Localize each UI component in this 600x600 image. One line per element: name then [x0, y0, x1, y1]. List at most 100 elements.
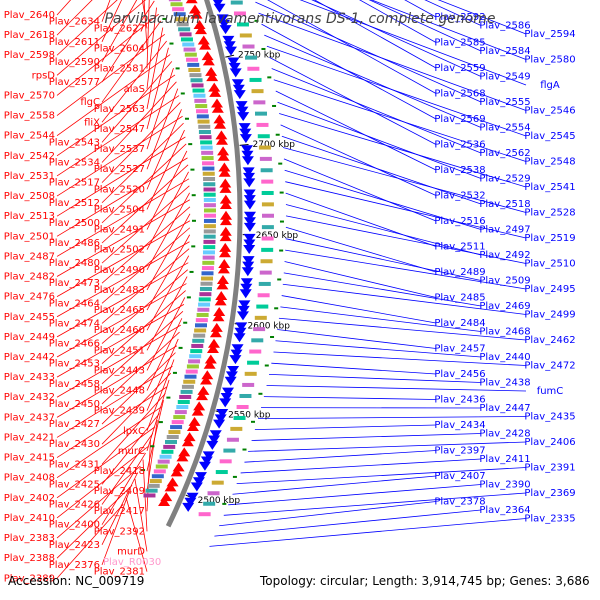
cog-category-block [203, 501, 216, 506]
reverse-gene-label: Plav_2469 [479, 301, 530, 312]
tick-dash [188, 143, 193, 146]
forward-gene-arrow [199, 40, 212, 50]
reverse-label-connector [281, 135, 482, 205]
reverse-gene-arrow [216, 409, 229, 419]
tick-dash [150, 445, 155, 448]
forward-gene-label: Plav_2383 [4, 533, 55, 544]
reverse-gene-label: Plav_2541 [524, 182, 575, 193]
forward-gene-arrow [197, 35, 210, 45]
reverse-label-connector [279, 113, 527, 188]
cog-category-block [159, 454, 172, 459]
cog-category-block [259, 270, 272, 275]
reverse-label-connector [368, 0, 482, 52]
forward-gene-arrow [201, 51, 214, 61]
cog-category-block [193, 93, 206, 98]
cog-category-block [261, 225, 274, 230]
forward-label-connector [146, 27, 164, 109]
tick-dash [261, 47, 266, 50]
forward-gene-label: Plav_2473 [49, 278, 100, 289]
cog-category-block [180, 389, 193, 394]
cog-category-block [203, 239, 216, 244]
forward-label-connector [56, 54, 171, 137]
forward-gene-label: murC [118, 446, 145, 457]
forward-label-connector [101, 413, 160, 485]
forward-gene-label: Plav_2482 [4, 272, 55, 283]
forward-gene-label: Plav_2425 [49, 479, 100, 490]
reverse-label-connector [244, 450, 437, 463]
forward-gene-arrow [194, 25, 207, 35]
reverse-label-connector [285, 226, 437, 273]
reverse-gene-label: Plav_2428 [479, 429, 530, 440]
forward-label-connector [56, 262, 189, 338]
forward-gene-label: Plav_2474 [49, 318, 100, 329]
forward-gene-arrow [219, 226, 232, 236]
cog-category-block [198, 297, 211, 302]
reverse-gene-label: Plav_2456 [434, 369, 485, 380]
reverse-gene-label: Plav_2594 [524, 29, 575, 40]
tick-dash [190, 168, 195, 171]
reverse-gene-arrow [239, 289, 252, 299]
forward-gene-arrow [201, 370, 214, 380]
reverse-gene-arrow [243, 233, 256, 243]
cog-category-block [230, 426, 243, 431]
reverse-gene-arrow [234, 327, 247, 337]
tick-dash [186, 296, 191, 299]
reverse-gene-arrow [222, 387, 235, 397]
cog-category-block [178, 27, 191, 32]
cog-category-block [161, 449, 174, 454]
cog-category-block [249, 349, 262, 354]
forward-gene-label: Plav_2543 [49, 137, 100, 148]
forward-gene-label: Plav_2423 [49, 540, 100, 551]
forward-label-connector [146, 171, 189, 250]
forward-label-connector [101, 206, 191, 284]
tick-dash [162, 17, 167, 20]
cog-category-block [171, 420, 184, 425]
reverse-gene-arrow [229, 68, 242, 78]
forward-label-connector [125, 497, 148, 572]
reverse-label-connector [240, 458, 482, 474]
forward-label-connector [101, 61, 173, 143]
forward-gene-label: Plav_2483 [94, 285, 145, 296]
scale-tick-label: 2650 kbp [256, 231, 299, 241]
tick-dash [279, 191, 284, 194]
forward-gene-label: Plav_2460 [94, 325, 145, 336]
forward-label-connector [56, 324, 181, 398]
cog-category-block [219, 459, 232, 464]
reverse-label-connector [283, 272, 482, 307]
reverse-gene-label: Plav_2438 [479, 378, 530, 389]
reverse-gene-label: Plav_2529 [479, 174, 530, 185]
reverse-gene-arrow [230, 349, 243, 359]
forward-gene-arrow [186, 421, 199, 431]
scale-tick-label: 2750 kbp [238, 50, 281, 60]
reverse-label-connector [281, 295, 437, 324]
reverse-gene-label: Plav_2472 [524, 361, 575, 372]
forward-gene-arrow [200, 375, 213, 385]
tick-dash [232, 475, 237, 478]
reverse-label-connector [282, 283, 527, 315]
forward-gene-label: Plav_2627 [94, 23, 145, 34]
tick-dash [254, 19, 259, 22]
reverse-gene-label: Plav_2549 [479, 72, 530, 83]
reverse-label-connector [266, 385, 527, 392]
reverse-gene-label: Plav_2509 [479, 276, 530, 287]
forward-label-connector [101, 164, 189, 244]
forward-gene-arrow [160, 492, 173, 502]
reverse-gene-arrow [209, 430, 222, 440]
cog-category-block [223, 448, 236, 453]
forward-label-connector [56, 74, 176, 157]
forward-gene-arrow [190, 9, 203, 19]
backbone-arc [165, 0, 243, 528]
reverse-gene-label: Plav_2378 [434, 497, 485, 508]
reverse-gene-arrow [241, 150, 254, 160]
cog-category-block [236, 405, 249, 410]
reverse-label-connector [251, 433, 482, 441]
cog-category-block [253, 100, 266, 105]
forward-gene-label: Plav_2450 [49, 399, 100, 410]
forward-gene-arrow [214, 119, 227, 129]
forward-label-connector [101, 0, 122, 42]
cog-category-block [201, 150, 214, 155]
forward-label-connector [146, 439, 151, 512]
forward-gene-arrow [218, 248, 231, 258]
forward-label-connector [56, 504, 124, 579]
